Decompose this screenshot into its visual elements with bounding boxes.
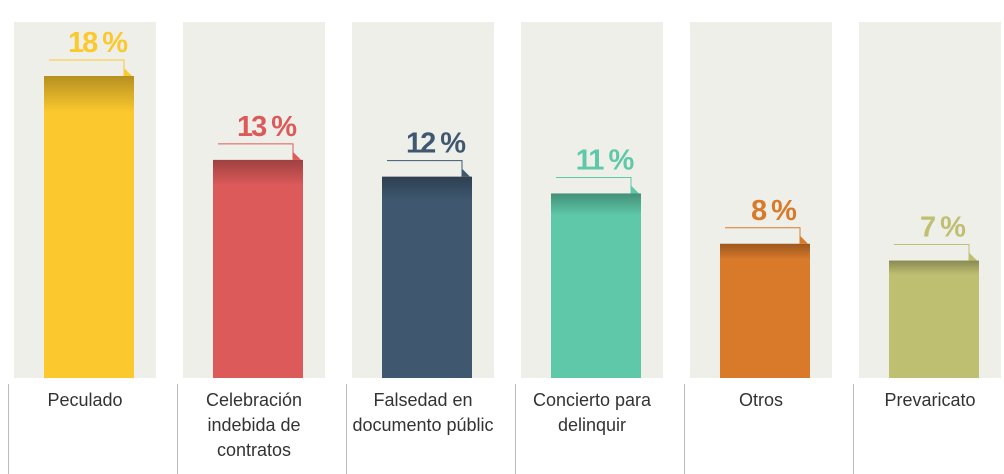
callout-tip [631,185,639,194]
value-label: 11 % [576,144,635,176]
value-label: 8 % [751,195,797,227]
bar-shade [720,243,810,378]
callout-tip [124,68,132,76]
category-label: Falsedad en documento públic [352,390,494,435]
category-label: Concierto para delinquir [532,390,652,435]
callout-tip [462,168,470,177]
callout-tip [293,151,301,160]
separator [346,384,347,474]
bar-shade [889,260,979,378]
separator [684,384,685,474]
separator [853,384,854,474]
category-label: Otros [738,390,783,410]
separator [8,384,9,474]
category-label: Celebración indebida de contratos [205,390,303,460]
separator [177,384,178,474]
callout-tip [969,252,977,261]
value-label: 12 % [406,128,466,160]
bar-shade [551,193,641,378]
value-label: 7 % [920,212,966,244]
callout-tip [800,235,808,244]
category-label: Peculado [47,390,123,410]
value-label: 18 % [68,27,128,59]
category-label: Prevaricato [884,390,976,410]
value-label: 13 % [237,111,297,143]
bar-shade [213,159,303,378]
separator [515,384,516,474]
bar-shade [44,76,134,378]
bar-shade [382,176,472,378]
